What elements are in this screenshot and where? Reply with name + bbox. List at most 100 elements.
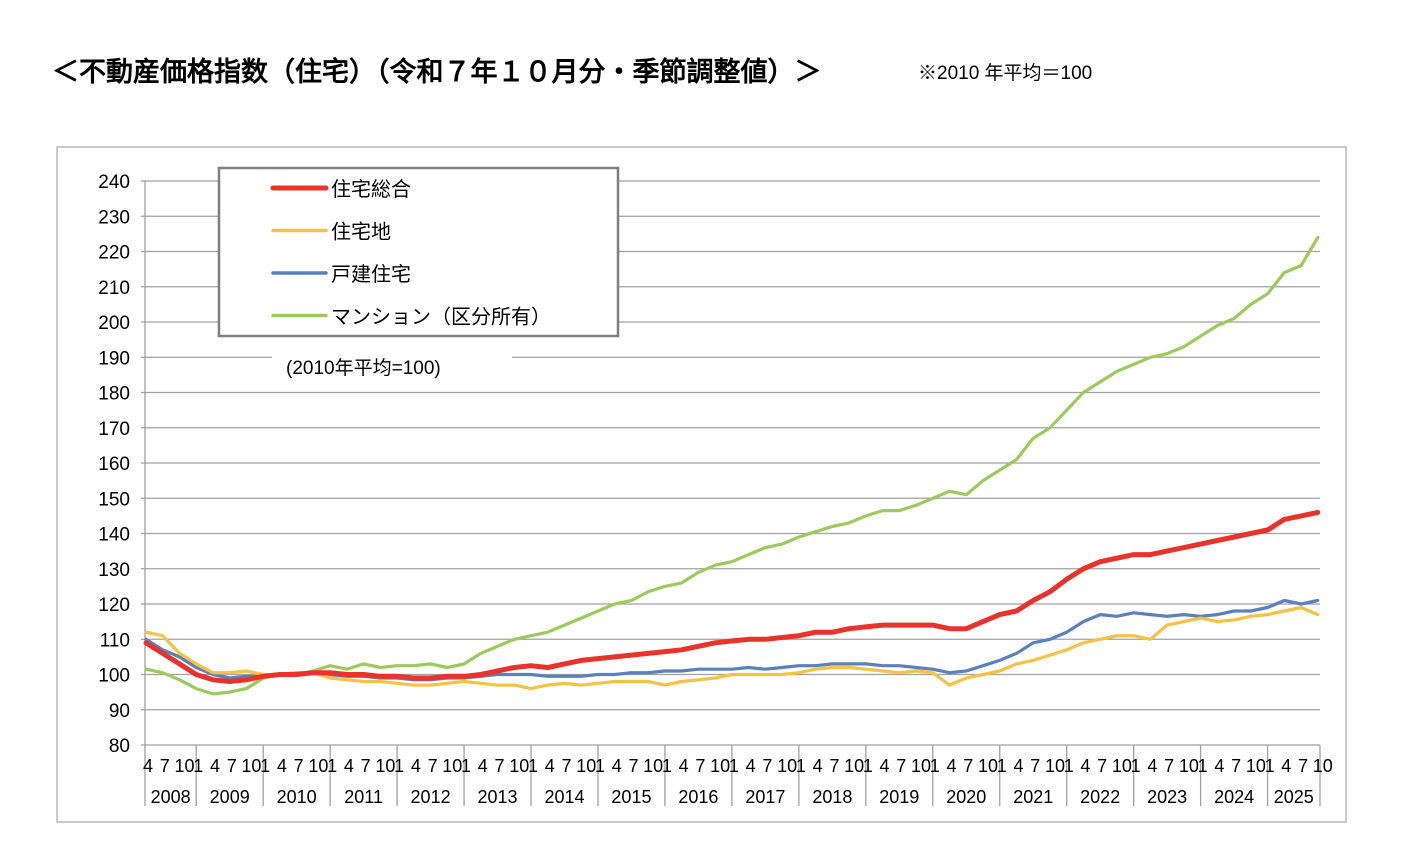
month-tick-label: 7 bbox=[160, 756, 170, 776]
y-tick-label: 180 bbox=[98, 384, 130, 405]
month-tick-label: 1 bbox=[1265, 756, 1275, 776]
month-tick-label: 7 bbox=[561, 756, 571, 776]
y-tick-label: 100 bbox=[98, 666, 130, 687]
series-line-1 bbox=[143, 509, 1321, 684]
legend-label: マンション（区分所有） bbox=[331, 306, 551, 329]
y-tick-label: 140 bbox=[98, 525, 130, 546]
month-tick-label: 10 bbox=[710, 756, 730, 776]
month-tick-label: 7 bbox=[294, 756, 304, 776]
series-lines bbox=[143, 235, 1321, 696]
month-tick-label: 4 bbox=[813, 756, 823, 776]
month-tick-label: 10 bbox=[241, 756, 261, 776]
base-year-note: ※2010 年平均＝100 bbox=[918, 63, 1093, 84]
month-tick-label: 10 bbox=[576, 756, 596, 776]
month-tick-label: 10 bbox=[911, 756, 931, 776]
series-line-4 bbox=[144, 235, 1320, 696]
year-label: 2020 bbox=[946, 787, 986, 807]
month-tick-label: 10 bbox=[1246, 756, 1266, 776]
legend-label: 戸建住宅 bbox=[331, 263, 411, 286]
month-tick-label: 1 bbox=[193, 756, 203, 776]
year-label: 2010 bbox=[277, 787, 317, 807]
y-tick-label: 230 bbox=[98, 207, 130, 228]
month-tick-label: 4 bbox=[411, 756, 421, 776]
month-tick-label: 1 bbox=[796, 756, 806, 776]
year-label: 2021 bbox=[1013, 787, 1053, 807]
month-tick-label: 7 bbox=[1097, 756, 1107, 776]
year-label: 2009 bbox=[210, 787, 250, 807]
month-tick-label: 4 bbox=[746, 756, 756, 776]
month-tick-label: 4 bbox=[344, 756, 354, 776]
month-tick-label: 1 bbox=[863, 756, 873, 776]
month-tick-label: 10 bbox=[1313, 756, 1333, 776]
month-tick-label: 4 bbox=[545, 756, 555, 776]
year-label: 2023 bbox=[1147, 787, 1187, 807]
year-label: 2013 bbox=[478, 787, 518, 807]
year-label: 2008 bbox=[151, 787, 191, 807]
y-tick-label: 170 bbox=[98, 419, 130, 440]
month-tick-label: 7 bbox=[495, 756, 505, 776]
month-tick-label: 10 bbox=[1112, 756, 1132, 776]
y-tick-label: 130 bbox=[98, 560, 130, 581]
month-tick-label: 7 bbox=[829, 756, 839, 776]
month-tick-label: 1 bbox=[461, 756, 471, 776]
y-tick-label: 120 bbox=[98, 595, 130, 616]
month-tick-label: 4 bbox=[143, 756, 153, 776]
month-tick-label: 4 bbox=[1281, 756, 1291, 776]
month-tick-label: 10 bbox=[174, 756, 194, 776]
gridlines bbox=[141, 180, 1320, 746]
subtitle-mask bbox=[272, 350, 512, 362]
legend-label: 住宅総合 bbox=[331, 178, 411, 201]
chart-subtitle: (2010年平均=100) bbox=[286, 357, 441, 379]
month-tick-label: 7 bbox=[695, 756, 705, 776]
month-tick-label: 10 bbox=[978, 756, 998, 776]
year-label: 2024 bbox=[1214, 787, 1254, 807]
year-label: 2022 bbox=[1080, 787, 1120, 807]
month-tick-label: 1 bbox=[595, 756, 605, 776]
year-label: 2019 bbox=[879, 787, 919, 807]
month-tick-label: 10 bbox=[1179, 756, 1199, 776]
series-line-2 bbox=[144, 605, 1320, 691]
month-tick-label: 7 bbox=[1030, 756, 1040, 776]
month-tick-label: 7 bbox=[963, 756, 973, 776]
month-tick-label: 10 bbox=[375, 756, 395, 776]
month-tick-label: 7 bbox=[896, 756, 906, 776]
month-tick-label: 4 bbox=[1080, 756, 1090, 776]
chart-frame bbox=[56, 146, 1347, 823]
month-tick-label: 4 bbox=[277, 756, 287, 776]
y-tick-label: 240 bbox=[98, 172, 130, 193]
month-tick-label: 4 bbox=[1013, 756, 1023, 776]
legend-box bbox=[217, 166, 620, 338]
month-tick-label: 10 bbox=[442, 756, 462, 776]
month-tick-label: 10 bbox=[643, 756, 663, 776]
month-tick-label: 1 bbox=[1131, 756, 1141, 776]
month-tick-label: 1 bbox=[260, 756, 270, 776]
y-tick-label: 110 bbox=[100, 630, 130, 651]
y-tick-label: 80 bbox=[109, 736, 130, 757]
y-tick-label: 190 bbox=[98, 348, 130, 369]
year-label: 2011 bbox=[344, 787, 383, 807]
month-tick-label: 7 bbox=[227, 756, 237, 776]
y-axis: 80 90 100 110 120 130 140 150 160 170 180 190 200 210… bbox=[98, 172, 146, 806]
month-tick-label: 1 bbox=[528, 756, 538, 776]
y-tick-label: 220 bbox=[98, 243, 130, 264]
month-tick-label: 10 bbox=[308, 756, 328, 776]
month-tick-label: 10 bbox=[777, 756, 797, 776]
month-tick-label: 4 bbox=[880, 756, 890, 776]
month-tick-label: 7 bbox=[1164, 756, 1174, 776]
year-label: 2025 bbox=[1274, 787, 1314, 807]
month-tick-label: 7 bbox=[628, 756, 638, 776]
month-tick-label: 1 bbox=[1064, 756, 1074, 776]
page-title: ＜不動産価格指数（住宅）（令和７年１０月分・季節調整値）＞ bbox=[52, 57, 822, 88]
month-tick-label: 1 bbox=[729, 756, 739, 776]
month-tick-label: 1 bbox=[662, 756, 672, 776]
month-tick-label: 7 bbox=[1231, 756, 1241, 776]
month-tick-label: 4 bbox=[947, 756, 957, 776]
month-tick-label: 1 bbox=[930, 756, 940, 776]
month-tick-label: 4 bbox=[478, 756, 488, 776]
month-tick-label: 1 bbox=[394, 756, 404, 776]
year-label: 2015 bbox=[611, 787, 651, 807]
month-tick-label: 10 bbox=[844, 756, 864, 776]
